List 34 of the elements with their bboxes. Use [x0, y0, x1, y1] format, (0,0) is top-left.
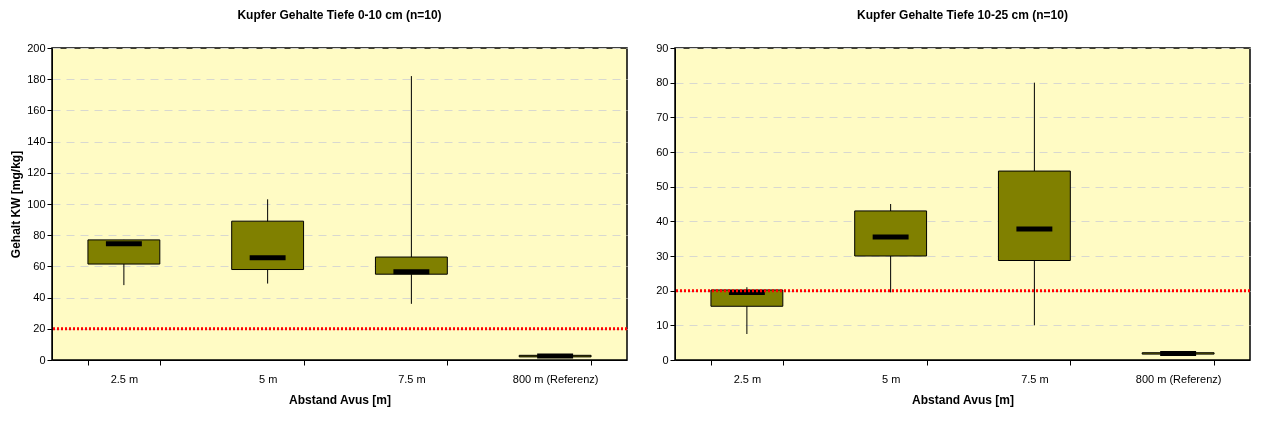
y-tick-label: 70: [656, 110, 669, 123]
x-axis-title: Abstand Avus [m]: [912, 392, 1014, 407]
chart-title: Kupfer Gehalte Tiefe 0-10 cm (n=10): [237, 8, 442, 22]
y-tick-label: 140: [27, 135, 46, 148]
y-tick-label: 30: [656, 249, 669, 262]
x-tick-label: 2.5 m: [110, 372, 139, 385]
y-tick-label: 60: [656, 145, 669, 158]
y-tick-label: 50: [656, 180, 669, 193]
y-tick-label: 200: [27, 41, 46, 54]
x-tick-label: 7.5 m: [1021, 372, 1049, 385]
y-tick-label: 100: [27, 197, 46, 210]
x-tick-label: 7.5 m: [398, 372, 426, 385]
y-tick-label: 160: [27, 103, 46, 116]
y-tick-label: 80: [33, 228, 46, 241]
y-tick-label: 40: [33, 291, 46, 304]
y-tick-label: 90: [656, 41, 669, 54]
x-axis-title: Abstand Avus [m]: [289, 392, 391, 407]
chart-title: Kupfer Gehalte Tiefe 10-25 cm (n=10): [857, 8, 1068, 22]
y-axis-title: Gehalt KW [mg/kg]: [9, 150, 24, 259]
y-tick-label: 180: [27, 72, 46, 85]
y-tick-label: 40: [656, 214, 669, 227]
y-tick-label: 20: [656, 284, 669, 297]
x-tick-label: 2.5 m: [733, 372, 762, 385]
y-tick-label: 0: [662, 353, 669, 366]
x-tick-label: 800 m (Referenz): [1135, 372, 1222, 385]
x-tick-label: 800 m (Referenz): [512, 372, 599, 385]
y-tick-label: 120: [27, 166, 46, 179]
x-tick-label: 5 m: [258, 372, 278, 385]
y-tick-label: 0: [39, 353, 46, 366]
x-tick-label: 5 m: [881, 372, 901, 385]
y-tick-label: 10: [656, 318, 669, 331]
y-tick-label: 80: [656, 76, 669, 89]
y-tick-label: 60: [33, 259, 46, 272]
y-tick-label: 20: [33, 322, 46, 335]
